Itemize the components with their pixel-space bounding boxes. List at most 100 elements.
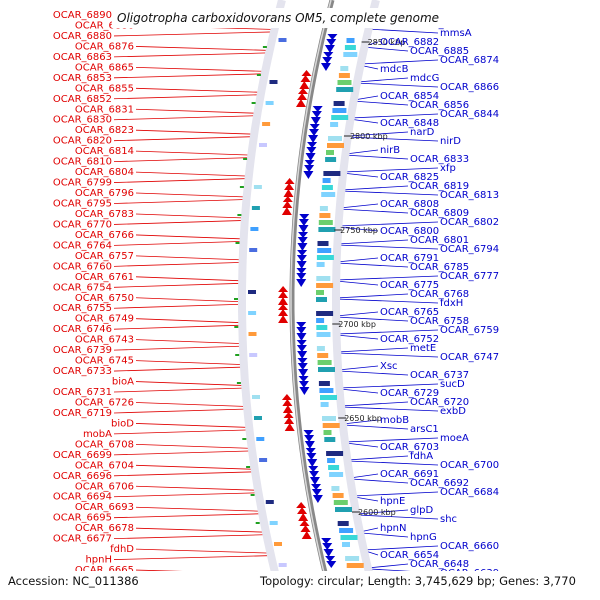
leader-line [135,318,243,324]
feature-dot [235,242,240,244]
leader-line [135,485,258,491]
gene-arrow [304,160,315,166]
feature-block-left [262,122,271,126]
gene-arrow [297,351,308,359]
feature-block-right [342,542,350,547]
gene-arrow [308,129,319,136]
gene-arrow [323,549,334,557]
gene-arrow [298,513,309,521]
gene-arrow [296,273,307,280]
leader-line [342,172,379,178]
feature-block-left [249,353,258,357]
gene-label-right: glpD [410,505,433,516]
gene-label-right: shc [440,514,457,525]
gene-arrow [297,237,308,244]
accession-label: Accession: NC_011386 [8,574,139,588]
gene-label-right: hpnE [380,496,405,507]
leader-line [113,366,245,372]
feature-block-right [316,346,325,351]
gene-arrow [281,207,292,215]
gene-label-left: OCAR_6783 [75,209,134,220]
gene-label-left: OCAR_6810 [53,157,112,168]
leader-line [336,329,439,335]
feature-block-left [256,437,265,441]
footer-backdrop [0,571,600,600]
gene-arrow [299,81,310,89]
leader-line [340,190,439,196]
leader-line [351,478,409,484]
feature-dot [251,102,256,104]
leader-line [348,460,439,466]
leader-line [113,513,264,519]
gene-label-left: OCAR_6696 [53,471,112,482]
scale-label: 2600 kbp [358,508,396,517]
leader-line [113,220,245,225]
scale-label: 2700 kbp [338,320,376,329]
feature-block-right [332,493,344,498]
gene-arrow [297,88,308,94]
gene-arrow [299,214,310,220]
leader-line [113,345,244,351]
feature-block-left [269,521,278,525]
feature-block-right [332,108,347,113]
gene-label-right: fdxH [440,298,463,309]
feature-block-left [265,101,274,105]
feature-block-right [316,325,328,330]
gene-arrow [284,423,295,431]
gene-label-right: OCAR_6802 [440,217,499,228]
leader-line [135,213,246,219]
gene-label-left: OCAR_6823 [75,125,134,136]
feature-dot [234,326,239,328]
gene-label-left: OCAR_6890 [53,10,112,21]
feature-block-right [318,367,335,372]
gene-arrows-layer [278,0,338,600]
leader-line [135,171,249,177]
leader-line [135,402,247,407]
leader-line [355,82,439,88]
gene-label-left: OCAR_6757 [75,251,134,262]
gene-label-right: OCAR_6684 [440,487,499,498]
gene-arrow [305,448,316,454]
feature-block-right [322,416,336,421]
gene-label-right: OCAR_6785 [410,262,469,273]
gene-label-left: OCAR_6726 [75,397,134,408]
gene-arrow [321,538,332,544]
feature-block-right [319,388,334,393]
leader-line [113,471,257,477]
gene-label-left: OCAR_6764 [53,240,112,251]
leader-line [336,334,379,340]
leader-line [336,262,409,268]
gene-label-left: OCAR_6706 [75,481,134,492]
gene-arrow [299,520,310,526]
feature-block-left [259,143,267,147]
gene-arrow [320,63,331,71]
gene-label-right: OCAR_6691 [380,469,439,480]
feature-tracks-layer [234,0,380,600]
gene-arrow [308,471,319,478]
gene-arrow [296,340,307,346]
gene-label-left: OCAR_6814 [75,146,134,157]
gene-label-left: OCAR_6745 [75,356,134,367]
feature-block-left [259,458,268,462]
feature-block-left [249,248,258,252]
gene-label-left: OCAR_6693 [75,502,134,513]
gene-arrow [278,315,289,323]
leader-line [354,496,379,502]
feature-block-right [333,101,345,106]
feature-dot [236,382,241,384]
leader-line [337,244,439,250]
gene-arrow [298,225,309,233]
feature-block-right [326,150,334,155]
leader-line [135,381,246,386]
leader-line [356,509,409,515]
feature-block-right [328,465,340,470]
gene-label-right: OCAR_6819 [410,181,469,192]
gene-arrow [278,304,289,310]
feature-block-left [278,38,287,42]
gene-label-left: OCAR_6770 [53,219,112,230]
feature-block-right [346,563,364,568]
leader-line [341,185,409,191]
feature-block-right [316,262,325,267]
gene-arrow [323,52,334,58]
